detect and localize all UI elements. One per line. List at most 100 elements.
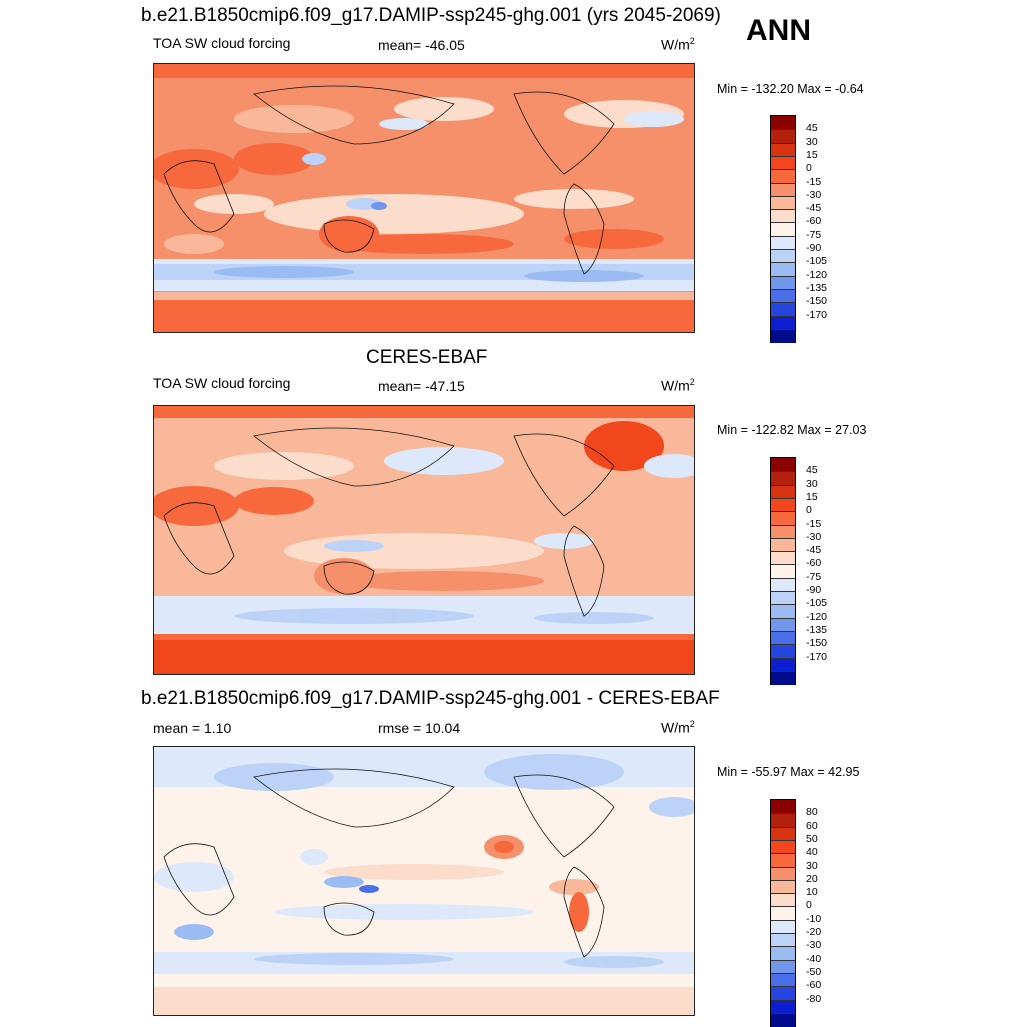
colorbar-swatch	[771, 288, 795, 303]
colorbar-tick-label: -105	[806, 597, 828, 610]
colorbar-swatch	[771, 879, 795, 894]
colorbar-tick-label: -75	[806, 570, 822, 583]
colorbar-tick-label: -150	[806, 295, 828, 308]
panel3-unit-label: W/m2	[661, 719, 695, 736]
colorbar-swatch	[771, 458, 795, 472]
colorbar-tick-label: -60	[806, 557, 822, 570]
colorbar-swatch	[771, 591, 795, 605]
colorbar-swatch	[771, 511, 795, 525]
colorbar-tick-label: 20	[806, 872, 818, 885]
panel3-mean-label: mean = 1.10	[153, 720, 232, 736]
colorbar-tick-label: -20	[806, 926, 822, 938]
colorbar-tick-label: -50	[806, 965, 822, 978]
colorbar-tick-label: 15	[806, 148, 818, 161]
colorbar-swatch	[771, 537, 795, 552]
colorbar-swatch	[771, 182, 795, 197]
panel3-map	[153, 746, 695, 1016]
colorbar-tick-label: -90	[806, 242, 822, 254]
colorbar-tick-label: -75	[806, 228, 822, 241]
panel1-mean-label: mean= -46.05	[378, 37, 465, 53]
colorbar-swatch	[771, 315, 795, 330]
colorbar-tick-label: 30	[806, 135, 818, 148]
colorbar-tick-label: 80	[806, 806, 818, 819]
colorbar-swatch	[771, 328, 795, 343]
colorbar-tick-label: -45	[806, 202, 822, 215]
panel1-variable-label: TOA SW cloud forcing	[153, 35, 291, 51]
colorbar-tick-label: -135	[806, 623, 828, 636]
colorbar-tick-label: -90	[806, 584, 822, 596]
colorbar-swatch	[771, 235, 795, 250]
colorbar-tick-label: 30	[806, 477, 818, 490]
panel1-minmax-label: Min = -132.20 Max = -0.64	[717, 82, 864, 96]
colorbar-tick-label: -170	[806, 308, 828, 321]
colorbar-frame	[770, 799, 796, 1027]
colorbar-tick-label: -15	[806, 175, 822, 188]
colorbar-swatch	[771, 800, 795, 814]
colorbar-swatch	[771, 524, 795, 539]
colorbar-swatch	[771, 866, 795, 881]
colorbar-swatch	[771, 155, 795, 170]
colorbar-tick-label: 45	[806, 122, 818, 135]
colorbar-swatch	[771, 670, 795, 685]
colorbar-tick-label: 0	[806, 899, 812, 912]
colorbar-swatch	[771, 275, 795, 290]
colorbar-tick-label: 30	[806, 859, 818, 872]
colorbar-frame	[770, 115, 796, 344]
colorbar-tick-label: -170	[806, 650, 828, 663]
panel1-title: b.e21.B1850cmip6.f09_g17.DAMIP-ssp245-gh…	[141, 5, 721, 26]
colorbar-tick-label: -105	[806, 255, 828, 268]
colorbar-tick-label: -40	[806, 952, 822, 965]
colorbar-tick-label: -60	[806, 979, 822, 992]
colorbar-swatch	[771, 551, 795, 565]
panel3-rmse-label: rmse = 10.04	[378, 720, 461, 736]
colorbar-swatch	[771, 839, 795, 854]
colorbar-tick-label: -80	[806, 992, 822, 1005]
colorbar-swatch	[771, 630, 795, 645]
season-label: ANN	[746, 14, 811, 47]
colorbar-swatch	[771, 906, 795, 921]
panel2-title: CERES-EBAF	[366, 347, 488, 368]
colorbar-swatch	[771, 946, 795, 961]
colorbar-swatch	[771, 484, 795, 499]
colorbar-swatch	[771, 999, 795, 1014]
panel2-minmax-label: Min = -122.82 Max = 27.03	[717, 423, 867, 437]
colorbar-tick-label: -30	[806, 530, 822, 543]
colorbar-tick-label: 50	[806, 832, 818, 845]
colorbar-tick-label: -10	[806, 912, 822, 925]
colorbar-swatch	[771, 497, 795, 512]
colorbar-tick-label: 0	[806, 162, 812, 175]
colorbar-swatch	[771, 116, 795, 130]
colorbar-swatch	[771, 195, 795, 210]
colorbar-swatch	[771, 853, 795, 867]
colorbar-swatch	[771, 617, 795, 632]
colorbar-tick-label: 60	[806, 819, 818, 832]
colorbar-swatch	[771, 644, 795, 658]
colorbar-tick-label: -135	[806, 281, 828, 294]
colorbar-swatch	[771, 222, 795, 237]
colorbar-swatch	[771, 919, 795, 934]
colorbar-swatch	[771, 826, 795, 841]
panel2-unit-label: W/m2	[661, 377, 695, 394]
colorbar-tick-label: 40	[806, 846, 818, 859]
colorbar-tick-label: -30	[806, 188, 822, 201]
colorbar-swatch	[771, 471, 795, 486]
panel2-variable-label: TOA SW cloud forcing	[153, 375, 291, 391]
panel3-minmax-label: Min = -55.97 Max = 42.95	[717, 765, 860, 779]
colorbar-swatch	[771, 972, 795, 987]
colorbar-swatch	[771, 262, 795, 277]
colorbar-swatch	[771, 249, 795, 263]
panel2-map	[153, 405, 695, 675]
colorbar-tick-label: -150	[806, 637, 828, 650]
colorbar-tick-label: 10	[806, 886, 818, 899]
colorbar-frame	[770, 457, 796, 686]
colorbar-swatch	[771, 986, 795, 1000]
colorbar-swatch	[771, 209, 795, 223]
colorbar-tick-label: 0	[806, 504, 812, 517]
colorbar-tick-label: -120	[806, 268, 828, 281]
colorbar-swatch	[771, 959, 795, 974]
colorbar-swatch	[771, 564, 795, 579]
colorbar-tick-label: -30	[806, 939, 822, 952]
colorbar-swatch	[771, 302, 795, 316]
panel1-map	[153, 63, 695, 333]
colorbar-swatch	[771, 933, 795, 947]
